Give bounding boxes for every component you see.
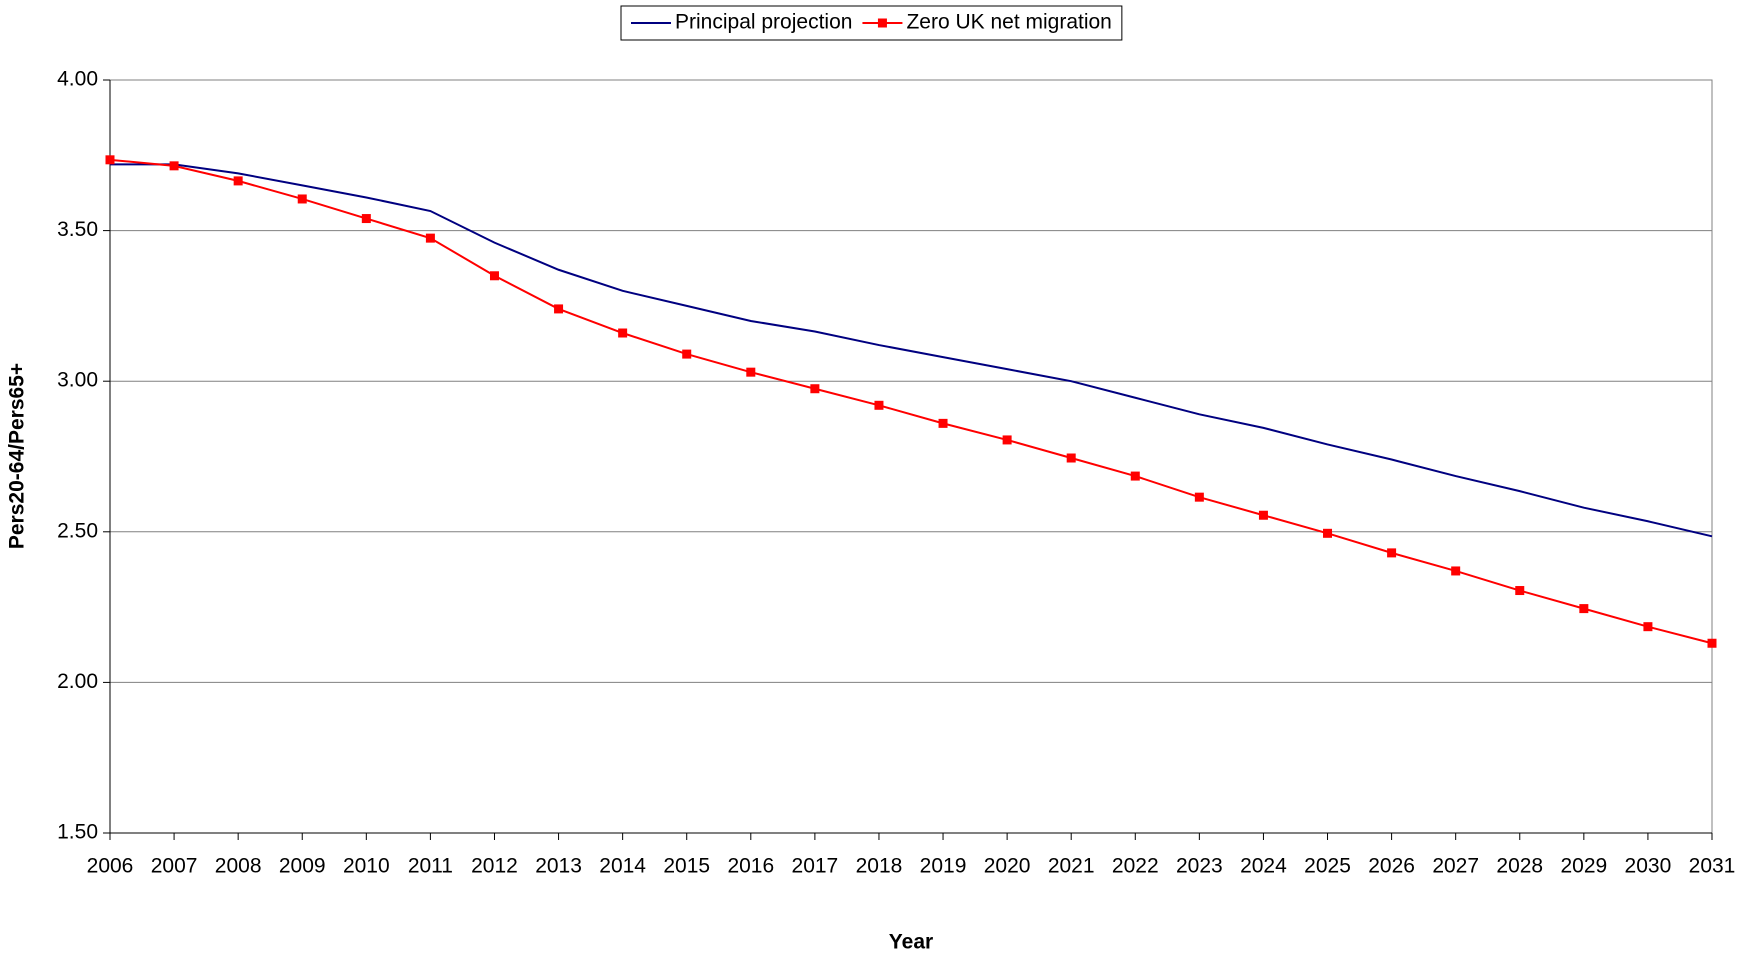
y-tick-label: 3.00 — [57, 369, 98, 392]
x-tick-label: 2029 — [1560, 855, 1607, 878]
y-tick-label: 1.50 — [57, 821, 98, 844]
y-tick-label: 3.50 — [57, 218, 98, 241]
x-tick-label: 2018 — [856, 855, 903, 878]
point — [1258, 510, 1268, 520]
point — [1643, 622, 1653, 632]
point — [874, 400, 884, 410]
x-tick-label: 2022 — [1112, 855, 1159, 878]
x-tick-label: 2025 — [1304, 855, 1351, 878]
legend: Principal projection Zero UK net migratio… — [620, 5, 1123, 41]
legend-label: Principal projection — [675, 11, 852, 34]
point — [1194, 492, 1204, 502]
point — [489, 271, 499, 281]
point — [361, 214, 371, 224]
point — [1323, 528, 1333, 538]
x-tick-label: 2023 — [1176, 855, 1223, 878]
point — [1387, 548, 1397, 558]
point — [169, 161, 179, 171]
x-tick-label: 2012 — [471, 855, 518, 878]
x-tick-label: 2030 — [1625, 855, 1672, 878]
point — [1579, 604, 1589, 614]
y-tick-label: 2.00 — [57, 670, 98, 693]
plot-area — [109, 79, 1713, 834]
x-tick-label: 2028 — [1496, 855, 1543, 878]
y-tick-label: 4.00 — [57, 68, 98, 91]
x-tick-label: 2011 — [408, 855, 453, 878]
x-tick-label: 2010 — [343, 855, 390, 878]
x-tick-label: 2014 — [599, 855, 646, 878]
x-tick-label: 2015 — [663, 855, 710, 878]
series-line — [109, 158, 1713, 645]
y-axis-title: Pers20-64/Pers65+ — [6, 363, 29, 549]
x-tick-label: 2020 — [984, 855, 1031, 878]
point — [938, 418, 948, 428]
x-axis-title: Year — [889, 931, 933, 954]
point — [1130, 471, 1140, 481]
point — [425, 233, 435, 243]
x-tick-label: 2016 — [727, 855, 774, 878]
x-tick-label: 2021 — [1048, 855, 1095, 878]
point — [1707, 638, 1717, 648]
x-tick-label: 2007 — [151, 855, 198, 878]
point — [233, 176, 243, 186]
grid — [103, 79, 1713, 840]
point — [682, 349, 692, 359]
legend-label: Zero UK net migration — [906, 11, 1111, 34]
x-tick-label: 2027 — [1432, 855, 1479, 878]
point — [1515, 586, 1525, 596]
x-tick-label: 2009 — [279, 855, 326, 878]
x-tick-label: 2013 — [535, 855, 582, 878]
series-line — [110, 163, 1713, 538]
point — [1002, 435, 1012, 445]
y-tick-label: 2.50 — [57, 519, 98, 542]
point — [1066, 453, 1076, 463]
x-tick-label: 2017 — [792, 855, 839, 878]
point — [1451, 566, 1461, 576]
legend-marker — [877, 18, 887, 28]
marks — [105, 155, 1717, 648]
x-tick-label: 2026 — [1368, 855, 1415, 878]
x-tick-label: 2008 — [215, 855, 262, 878]
point — [105, 155, 115, 165]
point — [810, 384, 820, 394]
x-tick-label: 2019 — [920, 855, 967, 878]
point — [297, 194, 307, 204]
point — [554, 304, 564, 314]
point — [746, 367, 756, 377]
x-tick-label: 2024 — [1240, 855, 1287, 878]
point — [618, 328, 628, 338]
x-tick-label: 2031 — [1689, 855, 1736, 878]
x-tick-label: 2006 — [87, 855, 134, 878]
